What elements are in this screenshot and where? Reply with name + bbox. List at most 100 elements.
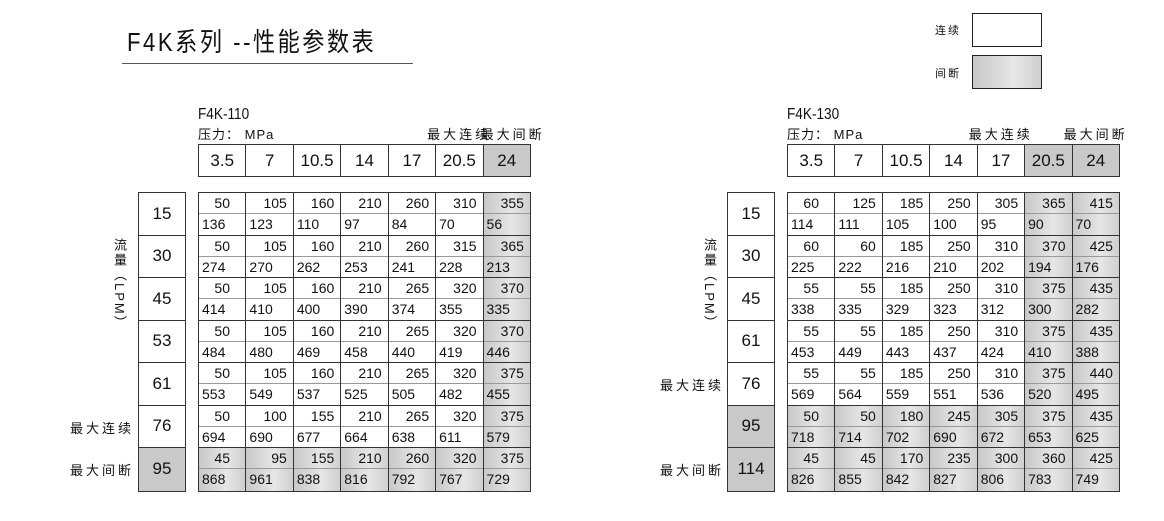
table-cell: 50 274: [199, 235, 247, 277]
cell-bottom-value: 842: [885, 471, 910, 487]
pressure-header-cell: 20.5: [1025, 145, 1073, 176]
table-row: 55 338 55 335 185 329 250 323 310 312 375 300 435 282: [788, 278, 1119, 321]
legend-continuous-label: 连续: [935, 25, 961, 37]
cell-top-value: 375: [483, 363, 530, 384]
cell-top-value: 50: [199, 321, 246, 342]
cell-bottom-value: 355: [439, 301, 463, 317]
table-cell: 180 702: [882, 405, 931, 447]
cell-top-value: 185: [882, 363, 930, 384]
pressure-header-cell: 10.5: [883, 145, 931, 176]
cell-top-value: 180: [882, 406, 930, 427]
cell-top-value: 105: [246, 236, 293, 257]
table-cell: 50 484: [199, 320, 247, 362]
cell-bottom-value: 525: [344, 386, 368, 402]
cell-top-value: 305: [977, 406, 1025, 427]
cell-top-value: 55: [788, 363, 835, 384]
table-cell: 105 270: [246, 235, 294, 277]
cell-top-value: 60: [788, 193, 835, 214]
cell-bottom-value: 100: [933, 216, 957, 232]
cell-top-value: 50: [788, 406, 835, 427]
cell-top-value: 105: [246, 363, 293, 384]
table-cell: 60 222: [835, 235, 883, 277]
title-divider: [122, 63, 413, 64]
table-row: 50 694 100 690 155 677 210 664 265 638 320 611 375 57…: [199, 405, 530, 448]
cell-bottom-value: 424: [980, 343, 1005, 360]
cell-top-value: 125: [835, 193, 882, 214]
table-cell: 105 410: [246, 278, 294, 320]
cell-bottom-value: 419: [439, 343, 463, 360]
cell-top-value: 365: [483, 236, 530, 257]
cell-bottom-value: 536: [980, 386, 1005, 402]
table-row: 50 274 105 270 160 262 210 253 260 241 315 228 365 21…: [199, 235, 530, 278]
cell-bottom-value: 111: [838, 216, 860, 232]
table-cell: 55 335: [835, 278, 883, 320]
cell-top-value: 260: [388, 448, 436, 469]
cell-top-value: 300: [977, 448, 1025, 469]
cell-top-value: 95: [246, 448, 293, 469]
flow-cell: 61: [728, 321, 774, 363]
cell-top-value: 250: [930, 321, 977, 342]
table-cell: 375 729: [483, 448, 530, 491]
flow-cell: 15: [728, 193, 774, 236]
cell-bottom-value: 437: [933, 343, 957, 360]
cell-top-value: 160: [293, 236, 341, 257]
cell-bottom-value: 625: [1075, 428, 1099, 445]
cell-bottom-value: 300: [1028, 301, 1052, 317]
cell-bottom-value: 443: [885, 343, 910, 360]
cell-top-value: 310: [436, 193, 483, 214]
cell-bottom-value: 690: [933, 428, 957, 445]
cell-top-value: 50: [199, 406, 246, 427]
cell-bottom-value: 274: [202, 258, 226, 275]
table-cell: 210 816: [341, 448, 389, 491]
cell-bottom-value: 469: [296, 343, 321, 360]
cell-bottom-value: 323: [933, 301, 957, 317]
cell-top-value: 210: [341, 321, 388, 342]
cell-top-value: 55: [835, 363, 882, 384]
pressure-header-cell: 7: [835, 145, 883, 176]
cell-bottom-value: 56: [486, 216, 503, 232]
cell-top-value: 425: [1072, 236, 1119, 257]
cell-top-value: 265: [388, 406, 436, 427]
cell-bottom-value: 282: [1075, 301, 1099, 317]
model-name: F4K-110: [198, 106, 250, 123]
table-cell: 210 97: [341, 193, 389, 235]
cell-bottom-value: 194: [1028, 258, 1052, 275]
cell-top-value: 210: [341, 278, 388, 299]
table-cell: 105 549: [246, 363, 294, 405]
cell-bottom-value: 390: [344, 301, 368, 317]
cell-bottom-value: 520: [1028, 386, 1052, 402]
cell-bottom-value: 202: [980, 258, 1005, 275]
table-cell: 355 56: [483, 193, 530, 235]
table-cell: 45 868: [199, 448, 247, 491]
table-cell: 375 455: [483, 363, 530, 405]
table-row: 60 225 60 222 185 216 250 210 310 202 370 194 425 176: [788, 235, 1119, 278]
flow-cell: 45: [139, 278, 185, 321]
cell-top-value: 265: [388, 278, 436, 299]
cell-bottom-value: 767: [439, 471, 463, 487]
cell-bottom-value: 241: [391, 258, 416, 275]
table-cell: 310 312: [977, 278, 1026, 320]
pressure-header-cell: 17: [978, 145, 1026, 176]
table-cell: 320 482: [436, 363, 484, 405]
cell-bottom-value: 335: [838, 301, 862, 317]
cell-bottom-value: 672: [980, 428, 1005, 445]
cell-bottom-value: 505: [391, 386, 416, 402]
cell-top-value: 250: [930, 236, 977, 257]
cell-bottom-value: 414: [202, 301, 226, 317]
cell-top-value: 425: [1072, 448, 1119, 469]
cell-top-value: 210: [341, 236, 388, 257]
table-cell: 155 677: [293, 405, 342, 447]
cell-bottom-value: 105: [885, 216, 910, 232]
legend-intermittent-label: 间断: [935, 68, 961, 80]
cell-bottom-value: 84: [391, 216, 408, 232]
cell-bottom-value: 114: [791, 216, 814, 232]
flow-cell: 30: [139, 236, 185, 278]
cell-bottom-value: 446: [486, 343, 510, 360]
cell-top-value: 320: [436, 363, 483, 384]
flow-cell: 76: [139, 406, 185, 448]
cell-top-value: 370: [483, 278, 530, 299]
flow-cell: 15: [139, 193, 185, 236]
table-cell: 210 458: [341, 320, 389, 362]
cell-bottom-value: 783: [1028, 471, 1052, 487]
cell-bottom-value: 838: [296, 471, 321, 487]
